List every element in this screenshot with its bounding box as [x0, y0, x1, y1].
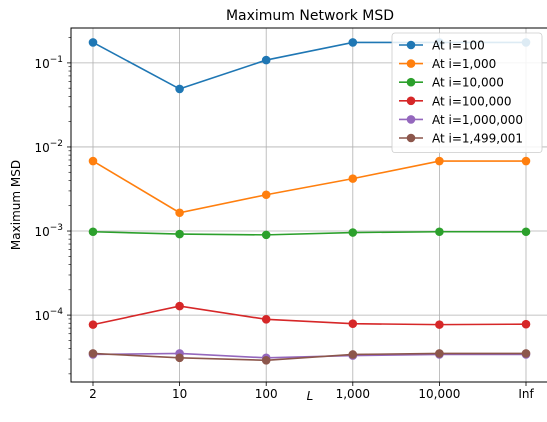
- x-tick-label: 10,000: [418, 387, 460, 401]
- data-point: [348, 174, 358, 183]
- data-point: [435, 320, 444, 329]
- legend-marker: [406, 40, 416, 50]
- x-tick-label: 1,000: [336, 387, 370, 401]
- series-line: [92, 305, 527, 326]
- y-tick-exponent: −2: [50, 139, 63, 149]
- data-point: [435, 156, 444, 166]
- series-line: [92, 160, 526, 214]
- data-point: [521, 156, 531, 166]
- data-point: [261, 315, 271, 324]
- data-point: [521, 319, 531, 329]
- data-point: [88, 38, 98, 47]
- data-point: [348, 350, 358, 359]
- legend-label: At i=1,000: [432, 57, 496, 71]
- data-point: [175, 208, 184, 218]
- series-4: [88, 301, 531, 329]
- data-point: [348, 38, 358, 47]
- data-point: [175, 84, 184, 94]
- y-axis-label: Maximum MSD: [9, 160, 23, 250]
- data-point: [261, 355, 271, 365]
- data-point: [261, 230, 271, 240]
- y-tick-label: 10−4: [34, 307, 63, 323]
- series-layer: [88, 38, 531, 365]
- legend-marker: [406, 115, 416, 124]
- y-axis: 10−410−310−210−1: [34, 37, 71, 375]
- data-point: [261, 55, 271, 65]
- data-point: [261, 190, 271, 200]
- data-point: [88, 156, 98, 166]
- y-tick-mantissa: 10: [34, 225, 49, 239]
- legend: At i=100 At i=1,000 At i=10,000 At i=100,00…: [391, 32, 543, 153]
- x-axis: 2 10 100 1,000 10,000 Inf: [89, 382, 534, 401]
- series-3: [88, 227, 531, 240]
- x-axis-label: L: [307, 389, 314, 403]
- y-tick-label: 10−2: [34, 139, 63, 155]
- y-tick-label: 10−3: [34, 223, 63, 239]
- x-tick-label: 100: [255, 387, 278, 401]
- data-point: [175, 229, 184, 239]
- legend-marker: [406, 77, 416, 87]
- legend-marker: [406, 96, 416, 106]
- y-tick-label: 10−1: [34, 55, 63, 71]
- y-tick-exponent: −1: [50, 55, 63, 65]
- series-6: [88, 349, 531, 365]
- x-tick-label: 2: [89, 387, 97, 401]
- y-tick-exponent: −4: [50, 307, 64, 317]
- data-point: [88, 349, 98, 358]
- legend-box: [391, 32, 543, 153]
- chart-title: Maximum Network MSD: [226, 8, 394, 24]
- legend-label: At i=1,499,001: [432, 132, 523, 146]
- y-tick-mantissa: 10: [34, 309, 49, 323]
- legend-label: At i=1,000,000: [432, 113, 523, 127]
- data-point: [435, 227, 444, 237]
- data-point: [175, 353, 184, 363]
- data-point: [175, 301, 184, 311]
- data-point: [521, 227, 531, 237]
- series-line: [92, 352, 526, 362]
- x-tick-label: 10: [172, 387, 187, 401]
- legend-label: At i=100,000: [432, 94, 512, 108]
- legend-label: At i=10,000: [432, 76, 504, 90]
- legend-marker: [406, 133, 416, 143]
- data-point: [435, 349, 444, 358]
- plot-frame: [70, 27, 547, 383]
- legend-label: At i=100: [432, 39, 485, 53]
- data-point: [348, 228, 358, 237]
- data-point: [88, 320, 98, 329]
- x-tick-label: Inf: [518, 387, 534, 401]
- data-point: [521, 349, 531, 358]
- data-point: [348, 319, 358, 328]
- y-tick-mantissa: 10: [34, 141, 49, 155]
- series-2: [88, 156, 531, 218]
- series-line: [92, 230, 526, 236]
- data-point: [88, 227, 98, 237]
- legend-marker: [406, 59, 416, 68]
- y-tick-exponent: −3: [50, 223, 63, 233]
- series-5: [88, 349, 531, 363]
- y-tick-mantissa: 10: [34, 57, 49, 71]
